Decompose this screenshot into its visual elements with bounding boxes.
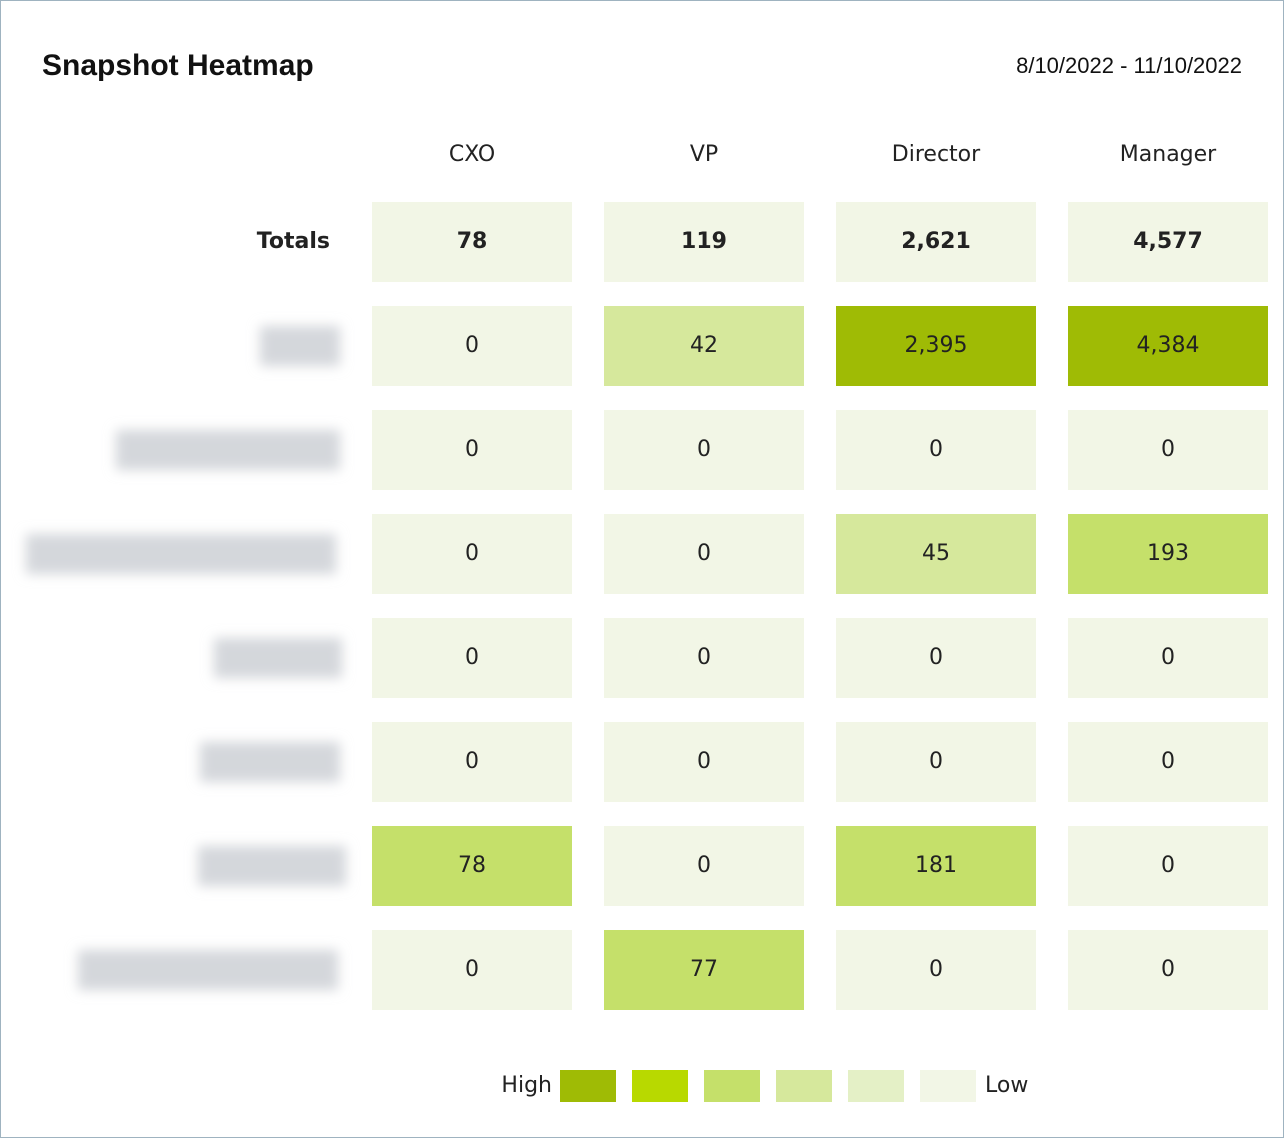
heatmap-cell: [1068, 618, 1268, 698]
cell-label: 0: [929, 749, 943, 774]
cell-label: 77: [690, 957, 718, 982]
cell-label: 0: [697, 853, 711, 878]
heatmap-cell: [836, 410, 1036, 490]
date-range: 8/10/2022 - 11/10/2022: [1016, 53, 1242, 78]
row-label: Totals: [257, 229, 330, 254]
legend-swatch: [920, 1070, 976, 1102]
heatmap-cell: [372, 618, 572, 698]
redacted-label: [26, 534, 336, 574]
cell-label: 0: [929, 957, 943, 982]
heatmap-cell: [604, 306, 804, 386]
heatmap-cell: [372, 722, 572, 802]
redacted-label: [198, 846, 346, 886]
cell-label: 0: [929, 645, 943, 670]
legend-low: Low: [985, 1073, 1028, 1098]
heatmap-cell: [604, 722, 804, 802]
legend-swatch: [560, 1070, 616, 1102]
cell-label: 0: [465, 333, 479, 358]
cell-label: 0: [1161, 437, 1175, 462]
heatmap-cell: [372, 826, 572, 906]
column-header: VP: [690, 142, 718, 167]
cell-label: 193: [1147, 541, 1189, 566]
redacted-label: [260, 326, 340, 366]
column-header: Manager: [1120, 142, 1217, 167]
heatmap-cell: [836, 930, 1036, 1010]
column-header: Director: [892, 142, 981, 167]
heatmap-cell: [1068, 410, 1268, 490]
redacted-label: [200, 742, 340, 782]
cell-label: 0: [1161, 749, 1175, 774]
heatmap-cell: [372, 514, 572, 594]
heatmap-cell: [372, 202, 572, 282]
heatmap-cell: [1068, 306, 1268, 386]
cell-label: 119: [681, 229, 727, 254]
cell-label: 0: [465, 957, 479, 982]
heatmap-cell: [836, 722, 1036, 802]
cell-label: 78: [458, 853, 486, 878]
heatmap-cell: [1068, 722, 1268, 802]
heatmap-cell: [1068, 826, 1268, 906]
cell-label: 0: [1161, 957, 1175, 982]
cell-label: 0: [697, 645, 711, 670]
heatmap-cell: [836, 826, 1036, 906]
cell-label: 2,395: [905, 333, 968, 358]
heatmap-cell: [604, 618, 804, 698]
legend-swatch: [848, 1070, 904, 1102]
cell-label: 0: [1161, 645, 1175, 670]
heatmap-cell: [1068, 202, 1268, 282]
heatmap-cell: [372, 306, 572, 386]
redacted-label: [78, 950, 338, 990]
cell-label: 0: [1161, 853, 1175, 878]
legend-swatch: [632, 1070, 688, 1102]
heatmap-cell: [604, 930, 804, 1010]
redacted-label: [116, 430, 340, 470]
cell-label: 78: [457, 229, 488, 254]
cell-label: 4,577: [1133, 229, 1203, 254]
heatmap-cell: [372, 410, 572, 490]
cell-label: 181: [915, 853, 957, 878]
cell-label: 0: [697, 541, 711, 566]
heatmap-cell: [604, 410, 804, 490]
cell-label: 4,384: [1137, 333, 1200, 358]
cell-label: 0: [465, 437, 479, 462]
heatmap-cell: [836, 618, 1036, 698]
heatmap-cell: [836, 306, 1036, 386]
cell-label: 0: [465, 645, 479, 670]
heatmap-cell: [604, 826, 804, 906]
cell-label: 0: [465, 541, 479, 566]
chart-title: Snapshot Heatmap: [42, 49, 314, 82]
column-header: CXO: [449, 142, 495, 167]
cell-label: 0: [929, 437, 943, 462]
cell-label: 0: [697, 749, 711, 774]
cell-label: 42: [690, 333, 718, 358]
heatmap-cell: [1068, 930, 1268, 1010]
heatmap-cell: [372, 930, 572, 1010]
redacted-label: [214, 638, 342, 678]
heatmap-cell: [836, 202, 1036, 282]
cell-label: 0: [465, 749, 479, 774]
heatmap-cell: [604, 202, 804, 282]
cell-label: 0: [697, 437, 711, 462]
cell-label: 2,621: [901, 229, 971, 254]
legend-swatch: [776, 1070, 832, 1102]
heatmap-cell: [836, 514, 1036, 594]
heatmap-cell: [1068, 514, 1268, 594]
legend-high: High: [501, 1073, 552, 1098]
heatmap-cell: [604, 514, 804, 594]
legend-swatch: [704, 1070, 760, 1102]
cell-label: 45: [922, 541, 950, 566]
